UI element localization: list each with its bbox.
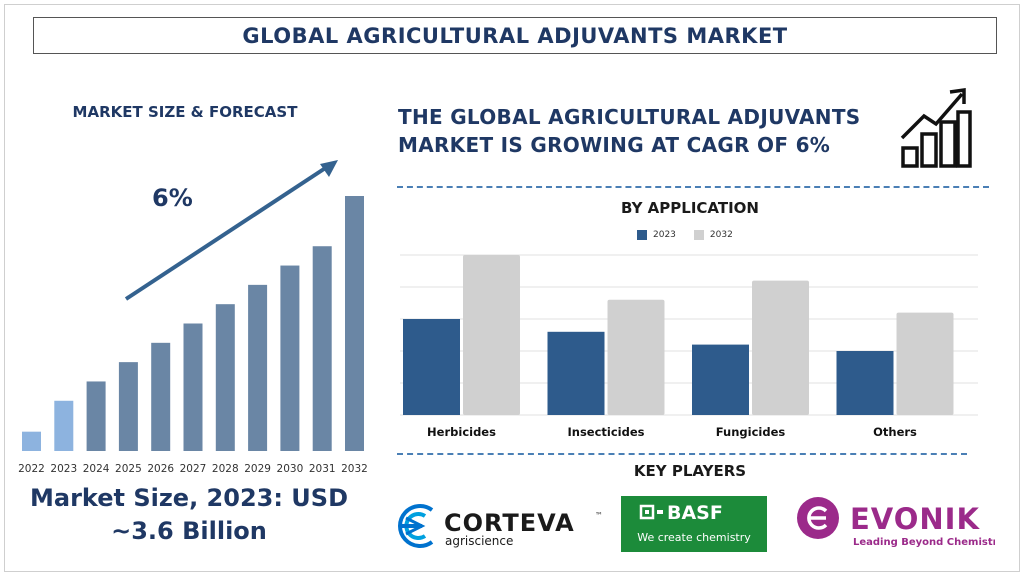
year-tick-label: 2026: [147, 463, 174, 475]
legend-label-2023: 2023: [653, 230, 676, 240]
bar-insecticides-2032: [607, 299, 665, 415]
legend-item-2023: 2023: [637, 230, 676, 240]
evonik-logo: EVONIK Leading Beyond Chemistry: [797, 497, 995, 548]
legend-label-2032: 2032: [709, 230, 733, 240]
page-frame: [4, 4, 1020, 572]
bar-herbicides-2023: [403, 319, 460, 415]
year-tick-label: 2024: [83, 463, 110, 475]
forecast-bar-2030: [280, 265, 300, 451]
forecast-bar-2026: [151, 342, 171, 451]
year-tick-label: 2023: [50, 463, 77, 475]
basf-tagline: We create chemistry: [637, 531, 751, 544]
title-box: GLOBAL AGRICULTURAL ADJUVANTS MARKET: [33, 17, 997, 54]
application-legend: 2023 2032: [637, 230, 751, 240]
cagr-label: 6%: [152, 184, 193, 212]
forecast-bar-2028: [215, 304, 235, 451]
bar-herbicides-2032: [463, 255, 520, 415]
evonik-tagline: Leading Beyond Chemistry: [853, 537, 995, 548]
category-label: Others: [873, 425, 917, 439]
bar-fungicides-2023: [692, 344, 749, 415]
corteva-tm: ™: [595, 511, 603, 520]
bar-fungicides-2032: [752, 280, 809, 415]
year-tick-label: 2029: [244, 463, 271, 475]
divider-bottom: [397, 453, 967, 455]
market-size-line1: Market Size, 2023: USD: [29, 484, 348, 512]
year-tick-label: 2022: [18, 463, 45, 475]
by-application-chart: Herbicides Insecticides Fungicides Others: [400, 254, 978, 439]
category-label: Fungicides: [716, 425, 786, 439]
corteva-logo: CORTEVA ™ agriscience: [398, 504, 603, 548]
bar-others-2032: [896, 312, 954, 415]
evonik-name: EVONIK: [850, 502, 980, 536]
market-size-heading: MARKET SIZE & FORECAST: [72, 103, 298, 121]
basf-name: BASF: [667, 502, 723, 524]
year-tick-label: 2030: [277, 463, 304, 475]
legend-swatch-2023: [637, 230, 647, 240]
basf-mark-icon: [639, 504, 663, 520]
market-size-text: Market Size, 2023: USD ~3.6 Billion: [14, 482, 364, 548]
basf-logo: BASF We create chemistry: [621, 496, 767, 552]
forecast-bar-2022: [22, 431, 41, 451]
headline-line1: THE GLOBAL AGRICULTURAL ADJUVANTS: [398, 105, 861, 129]
forecast-bar-2024: [86, 381, 106, 451]
legend-item-2032: 2032: [693, 230, 733, 240]
evonik-mark-icon: [797, 497, 839, 539]
forecast-bar-2023: [54, 400, 74, 451]
forecast-bar-2032: [345, 196, 364, 451]
legend-swatch-2032: [693, 230, 704, 240]
headline-line2: MARKET IS GROWING AT CAGR OF 6%: [398, 133, 831, 157]
growth-chart-icon: [900, 87, 972, 168]
forecast-bar-2025: [118, 362, 138, 451]
growth-arrow-icon: [124, 160, 338, 301]
key-players-heading: KEY PLAYERS: [633, 462, 747, 480]
cagr-headline: THE GLOBAL AGRICULTURAL ADJUVANTS MARKET…: [398, 103, 898, 159]
corteva-name: CORTEVA: [444, 509, 575, 537]
forecast-bar-2029: [248, 284, 268, 451]
forecast-bar-2027: [183, 323, 203, 451]
category-label: Herbicides: [427, 425, 496, 439]
corteva-mark-icon: [398, 504, 434, 548]
year-tick-label: 2025: [115, 463, 142, 475]
page-title: GLOBAL AGRICULTURAL ADJUVANTS MARKET: [242, 23, 788, 48]
year-tick-label: 2027: [180, 463, 207, 475]
year-tick-label: 2031: [309, 463, 336, 475]
year-tick-label: 2032: [341, 463, 368, 475]
corteva-sub: agriscience: [445, 534, 513, 548]
bar-insecticides-2023: [547, 331, 605, 415]
category-label: Insecticides: [567, 425, 644, 439]
market-size-line2: ~3.6 Billion: [111, 517, 267, 545]
year-tick-label: 2028: [212, 463, 239, 475]
divider-top: [397, 186, 989, 188]
bar-others-2023: [836, 351, 894, 415]
market-size-chart: 2022 2023 2024 2025 2026 2027 2028 2029 2030 2031…: [18, 160, 368, 475]
forecast-bar-2031: [312, 246, 332, 451]
by-application-heading: BY APPLICATION: [620, 199, 759, 217]
